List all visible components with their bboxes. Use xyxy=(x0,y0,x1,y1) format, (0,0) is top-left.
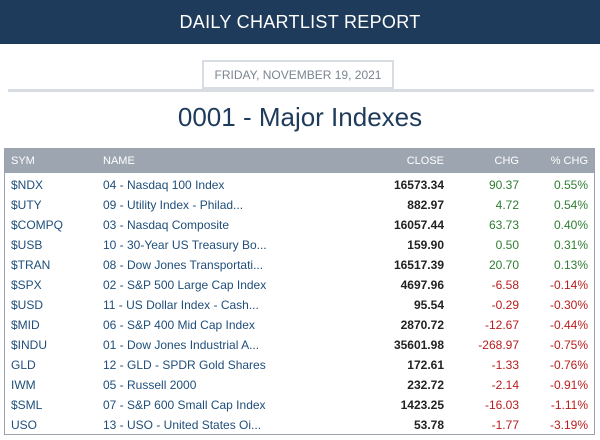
name-link[interactable]: 10 - 30-Year US Treasury Bo... xyxy=(103,238,267,252)
percent-change-value: -3.19% xyxy=(549,418,588,432)
column-header-name[interactable]: NAME xyxy=(103,155,135,167)
symbol-link[interactable]: $MID xyxy=(11,318,40,332)
percent-change-value: 0.40% xyxy=(553,218,588,232)
change-value: 20.70 xyxy=(488,258,519,272)
name-link[interactable]: 07 - S&P 600 Small Cap Index xyxy=(103,398,266,412)
percent-change-value: -0.75% xyxy=(549,338,588,352)
close-value: 4697.96 xyxy=(400,278,444,292)
table-row[interactable]: USO 13 - USO - United States Oi... 53.78 -1… xyxy=(5,415,594,435)
close-value: 2870.72 xyxy=(400,318,444,332)
table-row[interactable]: GLD 12 - GLD - SPDR Gold Shares 172.61 -1.3… xyxy=(5,355,594,375)
close-value: 16517.39 xyxy=(393,258,444,272)
symbol-link[interactable]: $UTY xyxy=(11,198,42,212)
percent-change-value: -0.14% xyxy=(549,278,588,292)
table-row[interactable]: $SML 07 - S&P 600 Small Cap Index 1423.25 -… xyxy=(5,395,594,415)
symbol-link[interactable]: GLD xyxy=(11,358,36,372)
symbol-link[interactable]: USO xyxy=(11,418,38,432)
percent-change-value: 0.31% xyxy=(553,238,588,252)
percent-change-value: -0.91% xyxy=(549,378,588,392)
change-value: -1.77 xyxy=(491,418,519,432)
column-header-pct-chg[interactable]: % CHG xyxy=(550,155,588,167)
change-value: -16.03 xyxy=(484,398,519,412)
column-header-sym[interactable]: SYM xyxy=(11,155,35,167)
table-row[interactable]: $TRAN 08 - Dow Jones Transportati... 16517… xyxy=(5,255,594,275)
name-link[interactable]: 11 - US Dollar Index - Cash... xyxy=(103,298,259,312)
symbol-link[interactable]: $USB xyxy=(11,238,43,252)
name-link[interactable]: 01 - Dow Jones Industrial A... xyxy=(103,338,260,352)
close-value: 53.78 xyxy=(413,418,444,432)
table-row[interactable]: $COMPQ 03 - Nasdaq Composite 16057.44 63.73… xyxy=(5,215,594,235)
report-date: FRIDAY, NOVEMBER 19, 2021 xyxy=(202,60,394,89)
percent-change-value: -1.11% xyxy=(550,398,588,412)
report-header: DAILY CHARTLIST REPORT xyxy=(0,0,600,44)
symbol-link[interactable]: $USD xyxy=(11,298,44,312)
change-value: 63.73 xyxy=(488,218,519,232)
divider xyxy=(8,89,594,92)
change-value: -0.29 xyxy=(491,298,519,312)
change-value: -6.58 xyxy=(491,278,519,292)
chartlist-title: 0001 - Major Indexes xyxy=(177,102,423,132)
close-value: 172.61 xyxy=(407,358,444,372)
column-header-close[interactable]: CLOSE xyxy=(406,155,444,167)
name-link[interactable]: 02 - S&P 500 Large Cap Index xyxy=(103,278,267,292)
symbol-link[interactable]: IWM xyxy=(11,378,36,392)
column-header-chg[interactable]: CHG xyxy=(494,155,519,167)
change-value: -12.67 xyxy=(484,318,519,332)
chartlist-table: SYM NAME CLOSE CHG % CHG $NDX 04 - Nasdaq… xyxy=(4,148,595,435)
name-link[interactable]: 13 - USO - United States Oi... xyxy=(103,418,262,432)
symbol-link[interactable]: $TRAN xyxy=(11,258,51,272)
table-row[interactable]: $UTY 09 - Utility Index - Philad... 882.97… xyxy=(5,195,594,215)
change-value: -268.97 xyxy=(478,338,519,352)
symbol-link[interactable]: $NDX xyxy=(11,178,44,192)
symbol-link[interactable]: $SPX xyxy=(11,278,42,292)
report-title: DAILY CHARTLIST REPORT xyxy=(179,11,421,32)
percent-change-value: -0.30% xyxy=(549,298,588,312)
table-row[interactable]: IWM 05 - Russell 2000 232.72 -2.14 -0.91% xyxy=(5,375,594,395)
close-value: 16057.44 xyxy=(393,218,444,232)
close-value: 232.72 xyxy=(407,378,444,392)
percent-change-value: 0.55% xyxy=(553,178,588,192)
table-header: SYM NAME CLOSE CHG % CHG xyxy=(5,149,594,173)
change-value: 0.50 xyxy=(495,238,519,252)
change-value: 90.37 xyxy=(488,178,519,192)
name-link[interactable]: 04 - Nasdaq 100 Index xyxy=(103,178,225,192)
table-row[interactable]: $NDX 04 - Nasdaq 100 Index 16573.34 90.37 0.… xyxy=(5,175,594,195)
symbol-link[interactable]: $COMPQ xyxy=(11,218,64,232)
change-value: -2.14 xyxy=(491,378,519,392)
table-row[interactable]: $USB 10 - 30-Year US Treasury Bo... 159.90… xyxy=(5,235,594,255)
close-value: 1423.25 xyxy=(400,398,444,412)
table-row[interactable]: $USD 11 - US Dollar Index - Cash... 95.54 -… xyxy=(5,295,594,315)
percent-change-value: -0.44% xyxy=(549,318,588,332)
close-value: 95.54 xyxy=(413,298,444,312)
symbol-link[interactable]: $SML xyxy=(11,398,43,412)
change-value: -1.33 xyxy=(491,358,519,372)
percent-change-value: 0.54% xyxy=(553,198,588,212)
close-value: 35601.98 xyxy=(393,338,444,352)
table-row[interactable]: $SPX 02 - S&P 500 Large Cap Index 4697.96 -… xyxy=(5,275,594,295)
close-value: 16573.34 xyxy=(393,178,444,192)
table-row[interactable]: $MID 06 - S&P 400 Mid Cap Index 2870.72 -12… xyxy=(5,315,594,335)
name-link[interactable]: 12 - GLD - SPDR Gold Shares xyxy=(103,358,266,372)
percent-change-value: 0.13% xyxy=(553,258,588,272)
close-value: 882.97 xyxy=(407,198,444,212)
percent-change-value: -0.76% xyxy=(549,358,588,372)
name-link[interactable]: 05 - Russell 2000 xyxy=(103,378,197,392)
name-link[interactable]: 09 - Utility Index - Philad... xyxy=(103,198,244,212)
close-value: 159.90 xyxy=(407,238,444,252)
symbol-link[interactable]: $INDU xyxy=(11,338,48,352)
name-link[interactable]: 06 - S&P 400 Mid Cap Index xyxy=(103,318,255,332)
name-link[interactable]: 08 - Dow Jones Transportati... xyxy=(103,258,264,272)
change-value: 4.72 xyxy=(495,198,519,212)
name-link[interactable]: 03 - Nasdaq Composite xyxy=(103,218,230,232)
table-row[interactable]: $INDU 01 - Dow Jones Industrial A... 35601… xyxy=(5,335,594,355)
